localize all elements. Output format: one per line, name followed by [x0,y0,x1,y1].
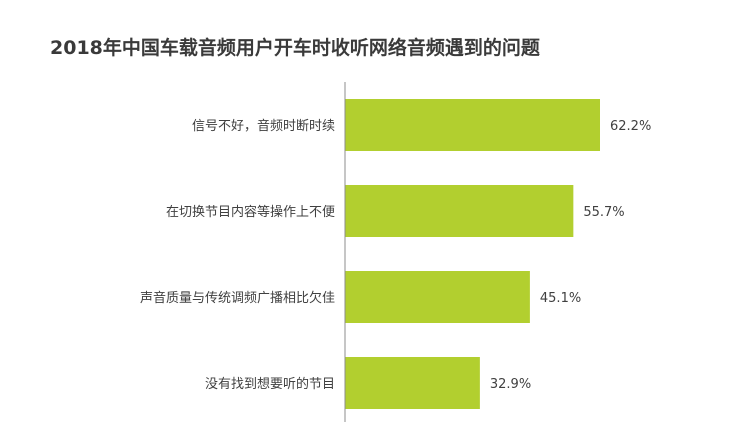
category-label-2: 在切换节目内容等操作上不便 [166,204,335,220]
value-label-2: 55.7% [583,205,624,220]
bars-layer: 信号不好，音频时断时续 62.2% 在切换节目内容等操作上不便 55.7% 声音质量与传… [140,99,651,409]
category-label-4: 没有找到想要听的节目 [205,376,335,392]
value-label-1: 62.2% [610,119,651,134]
value-label-3: 45.1% [540,291,581,306]
value-label-4: 32.9% [490,377,531,392]
bar-1 [345,99,600,151]
bar-4 [345,357,480,409]
bar-2 [345,185,574,237]
chart-title: 2018年中国车载音频用户开车时收听网络音频遇到的问题 [50,36,540,59]
category-label-3: 声音质量与传统调频广播相比欠佳 [140,290,335,306]
bar-3 [345,271,530,323]
category-label-1: 信号不好，音频时断时续 [192,118,335,134]
